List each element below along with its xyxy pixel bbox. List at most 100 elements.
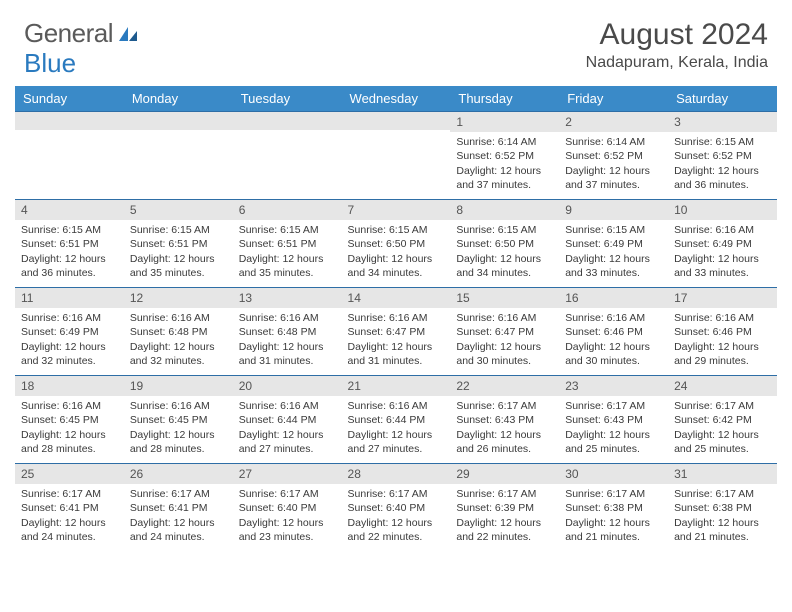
cell-body: Sunrise: 6:16 AMSunset: 6:45 PMDaylight:… — [124, 396, 233, 460]
cell-body: Sunrise: 6:16 AMSunset: 6:49 PMDaylight:… — [668, 220, 777, 284]
sunrise-text: Sunrise: 6:17 AM — [348, 487, 445, 501]
cell-body: Sunrise: 6:14 AMSunset: 6:52 PMDaylight:… — [559, 132, 668, 196]
sunrise-text: Sunrise: 6:17 AM — [130, 487, 227, 501]
weekday-header: Monday — [124, 86, 233, 111]
calendar-cell: 3Sunrise: 6:15 AMSunset: 6:52 PMDaylight… — [668, 111, 777, 199]
daylight-text: Daylight: 12 hours and 24 minutes. — [21, 516, 118, 544]
calendar-cell: 16Sunrise: 6:16 AMSunset: 6:46 PMDayligh… — [559, 287, 668, 375]
cell-body: Sunrise: 6:15 AMSunset: 6:50 PMDaylight:… — [450, 220, 559, 284]
calendar-cell: 26Sunrise: 6:17 AMSunset: 6:41 PMDayligh… — [124, 463, 233, 551]
sunset-text: Sunset: 6:47 PM — [456, 325, 553, 339]
sunset-text: Sunset: 6:44 PM — [239, 413, 336, 427]
cell-body: Sunrise: 6:16 AMSunset: 6:44 PMDaylight:… — [233, 396, 342, 460]
day-number: 28 — [342, 463, 451, 484]
daylight-text: Daylight: 12 hours and 34 minutes. — [348, 252, 445, 280]
daylight-text: Daylight: 12 hours and 22 minutes. — [348, 516, 445, 544]
calendar-cell: 22Sunrise: 6:17 AMSunset: 6:43 PMDayligh… — [450, 375, 559, 463]
day-number: 11 — [15, 287, 124, 308]
cell-body: Sunrise: 6:16 AMSunset: 6:49 PMDaylight:… — [15, 308, 124, 372]
calendar-cell: 31Sunrise: 6:17 AMSunset: 6:38 PMDayligh… — [668, 463, 777, 551]
sunset-text: Sunset: 6:45 PM — [21, 413, 118, 427]
calendar-cell: 20Sunrise: 6:16 AMSunset: 6:44 PMDayligh… — [233, 375, 342, 463]
calendar-cell: 30Sunrise: 6:17 AMSunset: 6:38 PMDayligh… — [559, 463, 668, 551]
calendar-week-row: 4Sunrise: 6:15 AMSunset: 6:51 PMDaylight… — [15, 199, 777, 287]
sunset-text: Sunset: 6:40 PM — [239, 501, 336, 515]
calendar-cell: 2Sunrise: 6:14 AMSunset: 6:52 PMDaylight… — [559, 111, 668, 199]
cell-body: Sunrise: 6:16 AMSunset: 6:48 PMDaylight:… — [124, 308, 233, 372]
cell-body: Sunrise: 6:14 AMSunset: 6:52 PMDaylight:… — [450, 132, 559, 196]
cell-body: Sunrise: 6:15 AMSunset: 6:51 PMDaylight:… — [15, 220, 124, 284]
calendar-cell: 27Sunrise: 6:17 AMSunset: 6:40 PMDayligh… — [233, 463, 342, 551]
sunset-text: Sunset: 6:38 PM — [674, 501, 771, 515]
weekday-header: Tuesday — [233, 86, 342, 111]
day-number: 4 — [15, 199, 124, 220]
sunset-text: Sunset: 6:41 PM — [21, 501, 118, 515]
page-header: General August 2024 Nadapuram, Kerala, I… — [0, 0, 792, 80]
sunset-text: Sunset: 6:50 PM — [348, 237, 445, 251]
sunrise-text: Sunrise: 6:17 AM — [239, 487, 336, 501]
day-number: 17 — [668, 287, 777, 308]
sunrise-text: Sunrise: 6:14 AM — [565, 135, 662, 149]
sunset-text: Sunset: 6:48 PM — [239, 325, 336, 339]
daylight-text: Daylight: 12 hours and 24 minutes. — [130, 516, 227, 544]
day-number: 16 — [559, 287, 668, 308]
calendar-cell: 7Sunrise: 6:15 AMSunset: 6:50 PMDaylight… — [342, 199, 451, 287]
day-number: 18 — [15, 375, 124, 396]
sunrise-text: Sunrise: 6:15 AM — [456, 223, 553, 237]
daylight-text: Daylight: 12 hours and 25 minutes. — [565, 428, 662, 456]
day-number: 2 — [559, 111, 668, 132]
daylight-text: Daylight: 12 hours and 31 minutes. — [348, 340, 445, 368]
title-block: August 2024 Nadapuram, Kerala, India — [586, 18, 768, 72]
day-number: 19 — [124, 375, 233, 396]
sunrise-text: Sunrise: 6:16 AM — [130, 311, 227, 325]
sunset-text: Sunset: 6:40 PM — [348, 501, 445, 515]
cell-body-empty — [124, 130, 233, 190]
day-number: 6 — [233, 199, 342, 220]
daylight-text: Daylight: 12 hours and 22 minutes. — [456, 516, 553, 544]
day-number: 3 — [668, 111, 777, 132]
cell-body: Sunrise: 6:17 AMSunset: 6:40 PMDaylight:… — [233, 484, 342, 548]
calendar-cell — [233, 111, 342, 199]
daylight-text: Daylight: 12 hours and 23 minutes. — [239, 516, 336, 544]
daylight-text: Daylight: 12 hours and 36 minutes. — [674, 164, 771, 192]
day-band-empty — [233, 111, 342, 130]
cell-body-empty — [342, 130, 451, 190]
calendar-cell — [342, 111, 451, 199]
day-number: 20 — [233, 375, 342, 396]
sail-icon — [117, 25, 139, 43]
calendar-cell: 11Sunrise: 6:16 AMSunset: 6:49 PMDayligh… — [15, 287, 124, 375]
sunset-text: Sunset: 6:49 PM — [674, 237, 771, 251]
sunset-text: Sunset: 6:45 PM — [130, 413, 227, 427]
sunrise-text: Sunrise: 6:16 AM — [130, 399, 227, 413]
calendar-cell: 18Sunrise: 6:16 AMSunset: 6:45 PMDayligh… — [15, 375, 124, 463]
calendar-week-row: 25Sunrise: 6:17 AMSunset: 6:41 PMDayligh… — [15, 463, 777, 551]
calendar-cell: 8Sunrise: 6:15 AMSunset: 6:50 PMDaylight… — [450, 199, 559, 287]
sunrise-text: Sunrise: 6:16 AM — [674, 311, 771, 325]
calendar-cell: 10Sunrise: 6:16 AMSunset: 6:49 PMDayligh… — [668, 199, 777, 287]
day-number: 27 — [233, 463, 342, 484]
weekday-header: Saturday — [668, 86, 777, 111]
calendar-cell: 4Sunrise: 6:15 AMSunset: 6:51 PMDaylight… — [15, 199, 124, 287]
day-number: 8 — [450, 199, 559, 220]
daylight-text: Daylight: 12 hours and 32 minutes. — [21, 340, 118, 368]
sunset-text: Sunset: 6:43 PM — [456, 413, 553, 427]
calendar-cell: 15Sunrise: 6:16 AMSunset: 6:47 PMDayligh… — [450, 287, 559, 375]
sunrise-text: Sunrise: 6:16 AM — [348, 399, 445, 413]
cell-body: Sunrise: 6:17 AMSunset: 6:38 PMDaylight:… — [559, 484, 668, 548]
cell-body: Sunrise: 6:17 AMSunset: 6:41 PMDaylight:… — [124, 484, 233, 548]
sunrise-text: Sunrise: 6:17 AM — [565, 399, 662, 413]
sunset-text: Sunset: 6:42 PM — [674, 413, 771, 427]
sunrise-text: Sunrise: 6:17 AM — [21, 487, 118, 501]
daylight-text: Daylight: 12 hours and 35 minutes. — [130, 252, 227, 280]
calendar-week-row: 1Sunrise: 6:14 AMSunset: 6:52 PMDaylight… — [15, 111, 777, 199]
day-number: 30 — [559, 463, 668, 484]
cell-body-empty — [233, 130, 342, 190]
calendar-cell: 14Sunrise: 6:16 AMSunset: 6:47 PMDayligh… — [342, 287, 451, 375]
calendar-cell: 5Sunrise: 6:15 AMSunset: 6:51 PMDaylight… — [124, 199, 233, 287]
calendar-week-row: 11Sunrise: 6:16 AMSunset: 6:49 PMDayligh… — [15, 287, 777, 375]
cell-body: Sunrise: 6:15 AMSunset: 6:50 PMDaylight:… — [342, 220, 451, 284]
calendar-cell: 29Sunrise: 6:17 AMSunset: 6:39 PMDayligh… — [450, 463, 559, 551]
weekday-header: Thursday — [450, 86, 559, 111]
sunrise-text: Sunrise: 6:16 AM — [565, 311, 662, 325]
calendar-cell: 24Sunrise: 6:17 AMSunset: 6:42 PMDayligh… — [668, 375, 777, 463]
